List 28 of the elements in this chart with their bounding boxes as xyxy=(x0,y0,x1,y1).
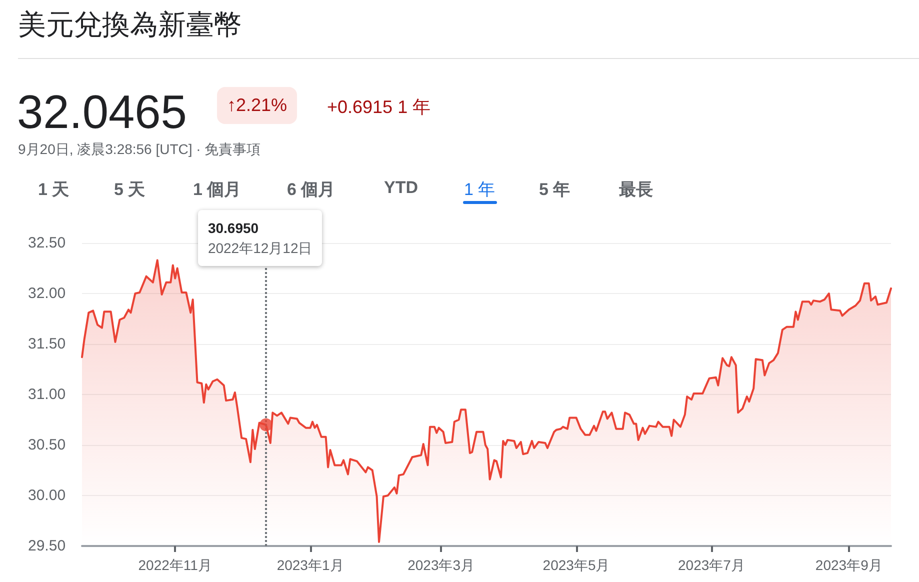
x-tick-label: 2023年1月 xyxy=(276,557,344,573)
x-tick-label: 2023年7月 xyxy=(678,557,745,573)
y-tick-label: 30.50 xyxy=(28,436,66,454)
text: +0.6915 1 年 xyxy=(327,96,431,119)
tooltip-box: 30.6950 2022年12月12日 xyxy=(198,210,322,266)
text: ↑2.21% xyxy=(217,87,298,124)
text: 9月20日, 凌晨3:28:56 [UTC] · 免責事項 xyxy=(18,141,261,159)
y-tick-label: 32.50 xyxy=(28,234,66,252)
x-tick-label: 2023年3月 xyxy=(408,557,475,573)
text: 1 個月 xyxy=(193,179,242,201)
y-tick-label: 30.00 xyxy=(28,487,66,504)
text: 6 個月 xyxy=(287,179,336,201)
text: 最長 xyxy=(619,179,653,201)
annotation: 2022年12月12日 xyxy=(208,239,312,258)
y-tick-label: 29.50 xyxy=(28,538,66,554)
y-tick-label: 31.00 xyxy=(28,386,66,403)
x-tick-label: 2023年5月 xyxy=(542,557,610,573)
text: 5 年 xyxy=(539,179,570,201)
y-tick-label: 32.00 xyxy=(28,285,66,302)
text: YTD xyxy=(384,178,418,198)
chart-title: 美元兌換為新臺幣 xyxy=(18,8,242,42)
y-tick-label: 31.50 xyxy=(28,336,66,352)
text: 32.0465 xyxy=(17,84,187,139)
x-tick-label: 2023年9月 xyxy=(815,557,882,573)
text: 1 年 xyxy=(464,179,496,201)
x-tick-label: 2022年11月 xyxy=(138,557,212,573)
text: 1 天 xyxy=(38,179,70,201)
text: 5 天 xyxy=(114,179,146,201)
